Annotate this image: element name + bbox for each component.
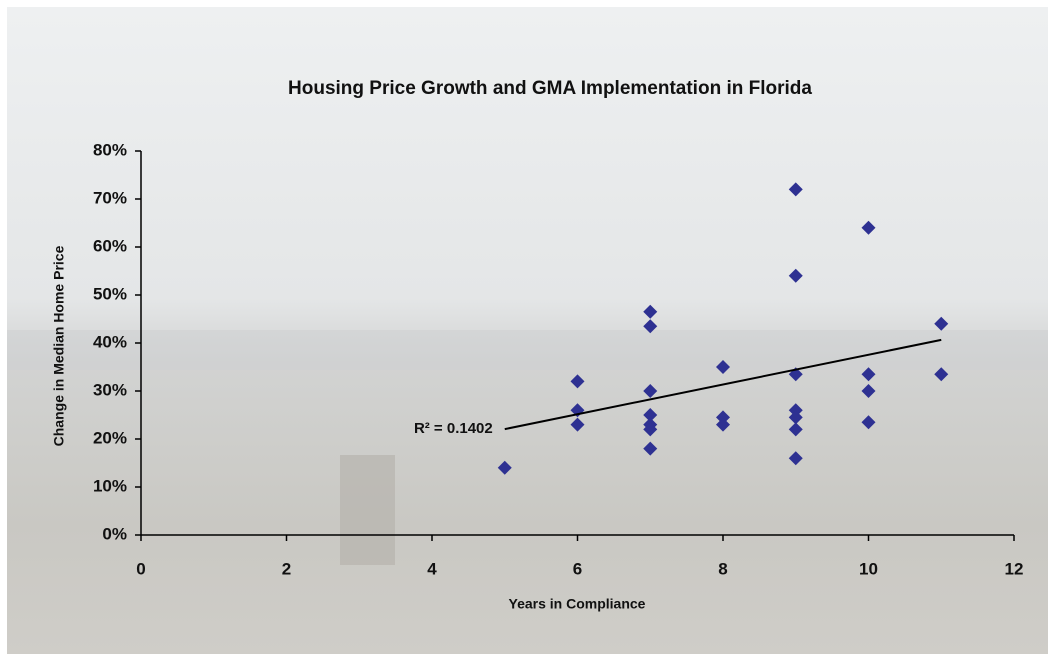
data-point [788, 422, 803, 437]
x-tick-label: 2 [282, 559, 291, 578]
data-point [643, 319, 658, 334]
y-tick-label: 50% [93, 284, 127, 303]
data-point [643, 304, 658, 319]
data-point [570, 374, 585, 389]
y-tick-label: 20% [93, 428, 127, 447]
background-hills [7, 330, 1048, 370]
data-point [788, 403, 803, 418]
x-tick-label: 6 [573, 559, 582, 578]
y-tick-label: 40% [93, 332, 127, 351]
data-point [497, 460, 512, 475]
x-tick-label: 4 [427, 559, 437, 578]
y-tick-label: 10% [93, 476, 127, 495]
y-tick-label: 30% [93, 380, 127, 399]
data-point [861, 415, 876, 430]
x-axis-label: Years in Compliance [509, 596, 646, 612]
x-tick-label: 0 [136, 559, 145, 578]
trendline-label: R² = 0.1402 [414, 420, 493, 437]
data-point [643, 422, 658, 437]
y-axis-label: Change in Median Home Price [51, 245, 67, 446]
y-tick-label: 0% [102, 524, 127, 543]
x-tick-label: 10 [859, 559, 878, 578]
data-point [570, 417, 585, 432]
x-tick-label: 12 [1005, 559, 1024, 578]
data-point [716, 360, 730, 374]
chart-title: Housing Price Growth and GMA Implementat… [288, 78, 812, 99]
x-tick-label: 8 [718, 559, 727, 578]
data-point [643, 408, 658, 422]
data-point [861, 220, 876, 235]
y-tick-label: 80% [93, 140, 127, 159]
data-point [643, 441, 658, 456]
data-point [716, 417, 730, 432]
data-point [861, 367, 876, 382]
y-tick-label: 70% [93, 188, 127, 207]
y-tick-label: 60% [93, 236, 127, 255]
background-building [340, 455, 395, 565]
data-point [788, 410, 803, 425]
data-point [643, 384, 658, 398]
data-point [788, 182, 803, 197]
trendline [504, 338, 942, 431]
data-point [788, 451, 803, 466]
data-point [934, 316, 949, 331]
data-point [788, 268, 803, 283]
data-point [934, 367, 949, 382]
data-point [861, 384, 876, 398]
data-point [716, 410, 730, 425]
